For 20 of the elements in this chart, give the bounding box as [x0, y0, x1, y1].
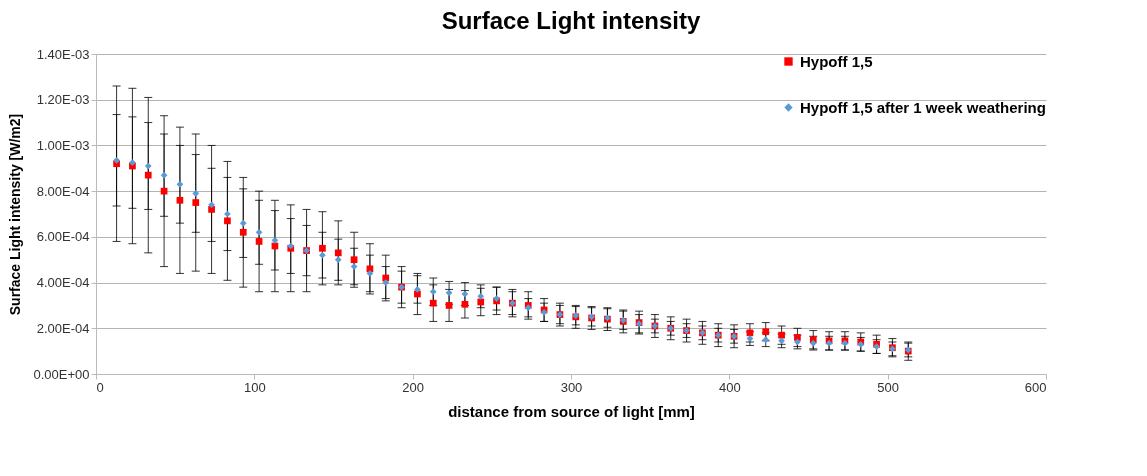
x-tick-label: 200	[402, 379, 425, 395]
y-tick-label: 1.00E-03	[36, 137, 90, 153]
x-tick-label: 500	[877, 379, 900, 395]
x-tick-label: 100	[243, 379, 266, 395]
x-tick-label: 0	[96, 379, 104, 395]
y-tick-label: 8.00E-04	[36, 183, 90, 199]
x-tick-label: 300	[560, 379, 583, 395]
x-axis-title: distance from source of light [mm]	[448, 402, 695, 420]
y-tick-label: 1.40E-03	[36, 46, 90, 62]
chart-title: Surface Light intensity	[441, 7, 701, 34]
y-tick-label: 1.20E-03	[36, 92, 90, 108]
legend-label: Hypoff 1,5	[800, 52, 873, 70]
x-tick-label: 400	[718, 379, 741, 395]
x-tick-label: 600	[1024, 379, 1047, 395]
y-tick-label: 4.00E-04	[36, 275, 90, 291]
y-axis-title: Surface Light intensity [W/m2]	[7, 113, 24, 316]
y-tick-label: 2.00E-04	[36, 320, 90, 336]
y-tick-label: 6.00E-04	[36, 229, 90, 245]
y-tick-label: 0.00E+00	[33, 366, 90, 382]
legend-label: Hypoff 1,5 after 1 week weathering	[800, 98, 1046, 116]
